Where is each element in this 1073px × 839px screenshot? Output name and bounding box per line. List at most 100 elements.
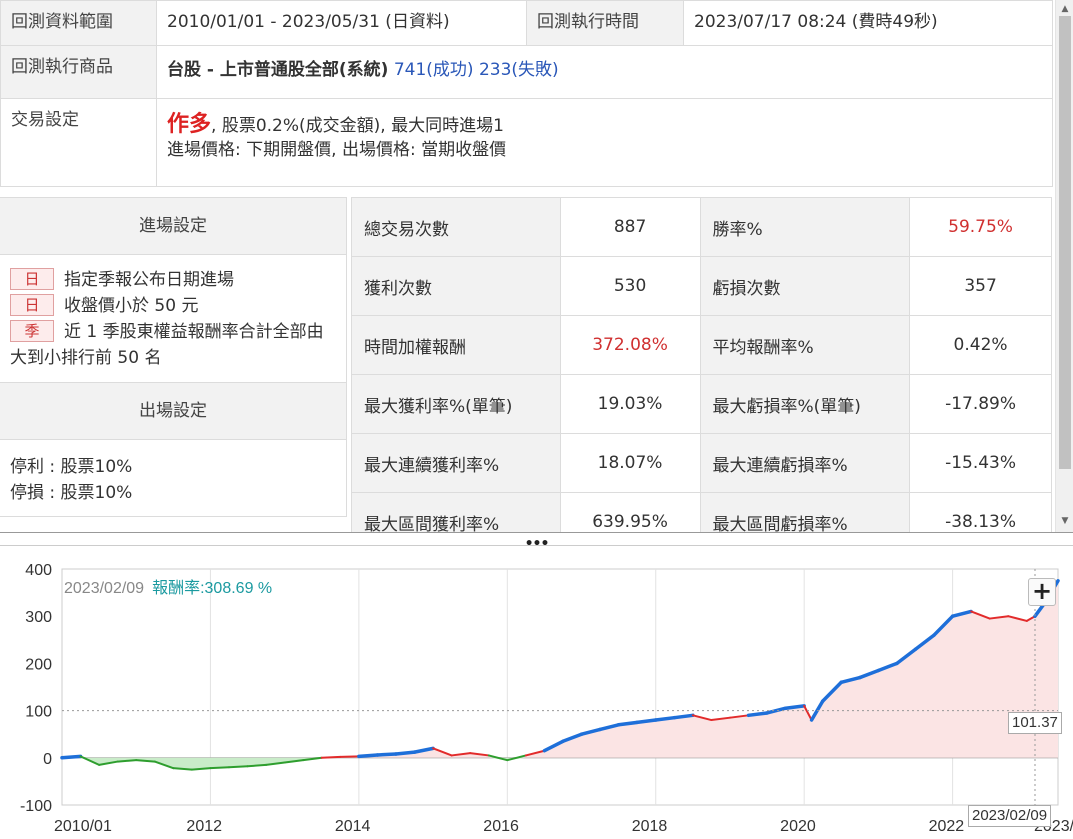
series-segment	[375, 752, 398, 757]
product-value-cell: 台股 - 上市普通股全部(系統) 741(成功) 233(失敗)	[156, 45, 1053, 99]
stat-label: 最大連續獲利率%	[351, 433, 561, 493]
series-segment	[116, 759, 138, 763]
scroll-thumb[interactable]	[1059, 16, 1071, 469]
series-segment	[432, 747, 453, 757]
series-segment	[302, 756, 323, 762]
series-segment	[598, 723, 621, 732]
condition-item: 季近 1 季股東權益報酬率合計全部由大到小排行前 50 名	[10, 319, 336, 371]
report-panel: 回測資料範圍 2010/01/01 - 2023/05/31 (日資料) 回測執…	[0, 0, 1073, 532]
x-tick-label: 2010/01	[54, 818, 112, 835]
y-tick-label: 100	[25, 704, 52, 721]
y-tick-label: 0	[43, 751, 52, 768]
trade-setting-cell: 作多, 股票0.2%(成交金額), 最大同時進場1 進場價格: 下期開盤價, 出…	[156, 98, 1053, 187]
stat-label: 最大虧損率%(單筆)	[699, 374, 911, 434]
series-segment	[635, 718, 658, 725]
stat-value: 0.42%	[909, 315, 1052, 375]
trade-direction: 作多	[167, 112, 212, 137]
area-fill	[62, 580, 1058, 770]
stat-value: 530	[559, 256, 701, 316]
product-label: 回測執行商品	[0, 45, 157, 99]
exit-conditions: 停利 : 股票10% 停損 : 股票10%	[0, 440, 346, 520]
stat-value: 639.95%	[559, 492, 701, 532]
stat-value: 357	[909, 256, 1052, 316]
stat-value: 19.03%	[559, 374, 701, 434]
exec-time-label: 回測執行時間	[526, 0, 684, 46]
scroll-down-arrow-icon[interactable]: ▼	[1061, 516, 1069, 526]
series-segment	[691, 714, 713, 722]
series-segment	[970, 610, 991, 620]
stats-row: 最大連續獲利率% 18.07% 最大連續虧損率% -15.43%	[351, 433, 1052, 493]
stat-value: 372.08%	[559, 315, 701, 375]
series-segment	[60, 754, 83, 760]
x-tick-label: 2022	[929, 818, 965, 835]
chart-tooltip: 2023/02/09 報酬率:308.69 %	[64, 574, 272, 598]
entry-conditions: 日指定季報公布日期進場 日收盤價小於 50 元 季近 1 季股東權益報酬率合計全…	[0, 255, 346, 383]
vertical-scrollbar[interactable]: ▲ ▼	[1055, 0, 1073, 532]
condition-text: 收盤價小於 50 元	[64, 296, 199, 316]
series-segment	[876, 661, 899, 673]
series-segment	[190, 767, 212, 771]
backtest-info-table: 回測資料範圍 2010/01/01 - 2023/05/31 (日資料) 回測執…	[0, 0, 1053, 187]
series-segment	[653, 715, 677, 722]
x-tick-label: 2020	[780, 818, 816, 835]
fail-count-link[interactable]: 233(失敗)	[478, 60, 559, 80]
series-segment	[765, 706, 788, 715]
entry-settings-title: 進場設定	[0, 198, 346, 255]
series-segment	[153, 760, 175, 770]
series-segment	[450, 752, 472, 757]
condition-text: 指定季報公布日期進場	[64, 270, 234, 290]
series-segment	[858, 668, 881, 680]
take-profit: 停利 : 股票10%	[10, 457, 133, 477]
series-segment	[487, 754, 509, 762]
success-count-link[interactable]: 741(成功)	[393, 60, 474, 80]
trade-price-rule: 進場價格: 下期開盤價, 出場價格: 當期收盤價	[167, 140, 507, 160]
series-segment	[561, 732, 584, 744]
series-segment	[506, 754, 527, 762]
x-tick-label: 2016	[483, 818, 519, 835]
panel-splitter[interactable]: •••	[0, 532, 1073, 551]
series-segment	[542, 739, 565, 753]
series-segment	[839, 675, 862, 685]
stat-value: -38.13%	[909, 492, 1052, 532]
drag-handle-icon[interactable]: •••	[524, 536, 550, 552]
stat-label: 總交易次數	[351, 197, 561, 257]
stats-row: 最大區間獲利率% 639.95% 最大區間虧損率% -38.13%	[351, 492, 1052, 532]
crosshair-date-label: 2023/02/09	[968, 805, 1052, 827]
condition-item: 日指定季報公布日期進場	[10, 267, 336, 293]
exit-settings-title: 出場設定	[0, 383, 346, 440]
condition-text: 近 1 季股東權益報酬率合計全部由大到小排行前 50 名	[10, 322, 324, 368]
trade-fee: , 股票0.2%(成交金額), 最大同時進場1	[211, 116, 504, 136]
series-segment	[932, 614, 955, 637]
series-segment	[803, 704, 813, 722]
y-tick-label: -100	[20, 798, 52, 815]
equity-chart[interactable]: 2010/012012201420162018202020222023/0540…	[0, 547, 1073, 839]
stat-label: 平均報酬率%	[699, 315, 911, 375]
stat-label: 最大區間虧損率%	[699, 492, 911, 532]
product-value: 台股 - 上市普通股全部(系統)	[167, 60, 389, 80]
settings-panel: 進場設定 日指定季報公布日期進場 日收盤價小於 50 元 季近 1 季股東權益報…	[0, 197, 347, 517]
series-segment	[746, 711, 769, 718]
stat-value: 18.07%	[559, 433, 701, 493]
tooltip-value: 308.69 %	[204, 580, 273, 597]
series-segment	[469, 752, 490, 757]
series-segment	[913, 633, 936, 651]
trade-label: 交易設定	[0, 98, 157, 187]
stats-row: 獲利次數 530 虧損次數 357	[351, 256, 1052, 316]
equity-chart-svg[interactable]: 2010/012012201420162018202020222023/0540…	[0, 547, 1073, 839]
stat-label: 最大區間獲利率%	[351, 492, 561, 532]
stat-label: 虧損次數	[699, 256, 911, 316]
series-segment	[227, 765, 249, 769]
tooltip-date: 2023/02/09	[64, 580, 145, 597]
stat-label: 最大連續虧損率%	[699, 433, 911, 493]
stat-label: 最大獲利率%(單筆)	[351, 374, 561, 434]
stats-row: 總交易次數 887 勝率% 59.75%	[351, 197, 1052, 257]
scroll-up-arrow-icon[interactable]: ▲	[1061, 4, 1069, 14]
stats-row: 最大獲利率%(單筆) 19.03% 最大虧損率%(單筆) -17.89%	[351, 374, 1052, 434]
stat-label: 獲利次數	[351, 256, 561, 316]
series-segment	[783, 704, 806, 710]
series-segment	[1007, 615, 1028, 622]
zoom-in-button[interactable]: +	[1028, 578, 1056, 606]
series-segment	[394, 750, 417, 756]
stop-loss: 停損 : 股票10%	[10, 483, 133, 503]
freq-badge: 日	[10, 268, 54, 290]
